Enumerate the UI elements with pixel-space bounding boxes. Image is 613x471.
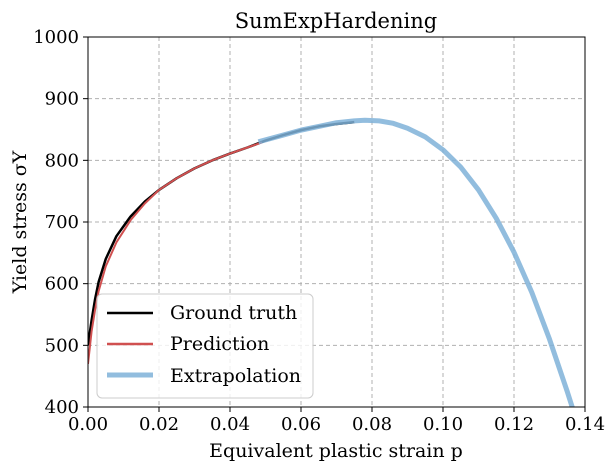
x-tick-label: 0.14 — [565, 414, 605, 435]
x-tick-label: 0.06 — [281, 414, 321, 435]
legend: Ground truth Prediction Extrapolation — [96, 293, 314, 399]
chart-title: SumExpHardening — [235, 9, 437, 33]
x-tick-label: 0.10 — [423, 414, 463, 435]
y-tick-label: 500 — [45, 335, 79, 356]
y-tick-label: 700 — [45, 212, 79, 233]
series-line-prediction — [88, 141, 263, 364]
x-tick-label: 0.00 — [68, 414, 108, 435]
series-line-extrapolation — [257, 117, 575, 407]
y-tick-label: 400 — [45, 397, 79, 418]
x-tick-label: 0.08 — [352, 414, 392, 435]
tick-group: 0.00 0.02 0.04 0.06 0.08 0.10 0.12 0.14 400 500 60… — [33, 27, 605, 435]
x-tick-label: 0.04 — [210, 414, 250, 435]
y-tick-label: 1000 — [33, 27, 79, 48]
y-tick-label: 900 — [45, 89, 79, 110]
y-tick-label: 800 — [45, 150, 79, 171]
plot-frame — [87, 36, 586, 408]
legend-label-prediction: Prediction — [170, 333, 269, 355]
y-tick-label: 600 — [45, 274, 79, 295]
x-tick-label: 0.02 — [139, 414, 179, 435]
y-axis-label: Yield stress σY — [9, 150, 31, 294]
series-group — [88, 117, 575, 407]
x-tick-label: 0.12 — [494, 414, 534, 435]
x-axis-label: Equivalent plastic strain p — [209, 440, 463, 462]
legend-label-ground-truth: Ground truth — [170, 302, 297, 324]
legend-box — [96, 293, 314, 399]
legend-label-extrapolation: Extrapolation — [170, 365, 301, 387]
